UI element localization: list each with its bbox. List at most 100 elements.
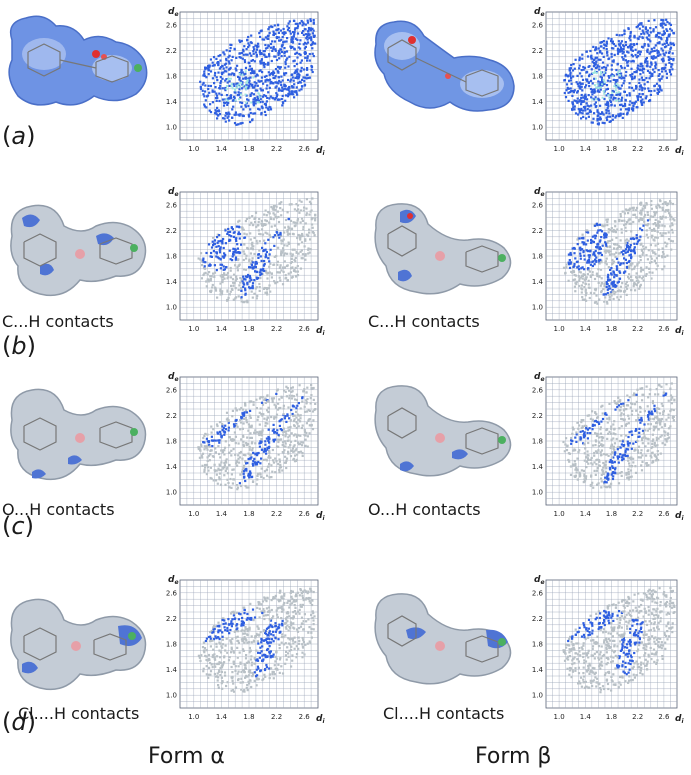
fingerprint-point [272, 634, 275, 637]
fingerprint-point [611, 289, 614, 292]
fingerprint-point [312, 398, 315, 401]
fingerprint-point [625, 243, 628, 247]
fingerprint-point [219, 288, 222, 291]
fingerprint-point [666, 204, 669, 207]
fingerprint-point [258, 430, 261, 433]
fingerprint-point [661, 206, 664, 209]
fingerprint-point [599, 258, 602, 261]
fingerprint-point [237, 75, 240, 78]
fingerprint-point [254, 263, 257, 266]
fingerprint-point [263, 249, 266, 252]
fingerprint-point [304, 434, 307, 437]
fingerprint-point [608, 468, 612, 471]
fingerprint-point [658, 412, 662, 415]
fingerprint-point [254, 266, 257, 269]
fingerprint-point [612, 47, 615, 50]
fingerprint-point [256, 277, 259, 280]
fingerprint-point [588, 296, 591, 300]
fingerprint-point [574, 468, 577, 471]
fingerprint-point [615, 257, 619, 260]
fingerprint-point [299, 81, 302, 84]
fingerprint-point [640, 22, 643, 25]
fingerprint-point [259, 277, 262, 280]
fingerprint-point [230, 73, 233, 76]
fingerprint-point [257, 42, 260, 45]
fingerprint-point [661, 247, 664, 250]
fingerprint-point [579, 474, 582, 477]
fingerprint-point [671, 240, 674, 243]
fingerprint-point [591, 260, 594, 264]
fingerprint-point [633, 101, 636, 104]
fingerprint-point [238, 284, 241, 287]
fingerprint-point [647, 87, 650, 90]
fingerprint-point [218, 469, 221, 472]
fingerprint-point [632, 43, 635, 46]
fingerprint-point [298, 608, 301, 611]
fingerprint-point [237, 123, 240, 126]
fingerprint-point [621, 56, 624, 59]
fingerprint-point [202, 257, 205, 260]
fingerprint-point-hot [252, 76, 255, 79]
fingerprint-point [626, 250, 629, 253]
fingerprint-point [605, 285, 608, 289]
fingerprint-point [219, 267, 222, 270]
fingerprint-point [236, 635, 239, 638]
fingerprint-point-hot [257, 92, 260, 95]
fingerprint-point [638, 81, 641, 84]
fingerprint-point [639, 387, 642, 390]
fingerprint-point [612, 297, 615, 301]
fingerprint-point [310, 384, 313, 387]
fingerprint-point [277, 246, 280, 249]
fingerprint-point [294, 398, 297, 401]
fingerprint-point-hot [601, 96, 604, 99]
fingerprint-point [650, 410, 653, 413]
fingerprint-point [252, 619, 255, 622]
fingerprint-point [654, 66, 657, 69]
fingerprint-point [625, 408, 628, 411]
fingerprint-point [600, 261, 603, 264]
fingerprint-point [241, 87, 244, 90]
fingerprint-point [310, 424, 313, 427]
fingerprint-point-hot [245, 81, 248, 84]
fingerprint-point [203, 448, 206, 451]
fingerprint-point [235, 277, 238, 281]
fingerprint-point [583, 434, 587, 437]
fingerprint-point [313, 234, 316, 237]
fingerprint-point [221, 635, 224, 638]
fingerprint-point [649, 388, 652, 391]
fingerprint-point [293, 405, 296, 408]
fingerprint-point [650, 90, 653, 93]
fingerprint-point [658, 36, 661, 39]
fingerprint-point [262, 267, 265, 270]
fingerprint-point [311, 599, 314, 602]
fingerprint-point [615, 236, 618, 239]
fingerprint-point [215, 473, 218, 476]
fingerprint-point [305, 42, 308, 45]
fingerprint-point [620, 77, 623, 80]
fingerprint-point [279, 233, 282, 236]
fingerprint-point [616, 247, 619, 250]
fingerprint-point [589, 417, 592, 420]
fingerprint-point [296, 38, 299, 41]
fingerprint-point [583, 478, 586, 481]
fingerprint-point [224, 428, 227, 431]
fingerprint-point [238, 408, 241, 411]
fingerprint-point [615, 114, 618, 118]
fingerprint-point [652, 438, 655, 441]
fingerprint-point [640, 416, 643, 419]
fingerprint-point [213, 463, 216, 466]
fingerprint-point [266, 84, 269, 87]
fingerprint-point [668, 212, 671, 215]
fingerprint-point [283, 73, 286, 76]
fingerprint-point [585, 102, 588, 105]
fingerprint-point [607, 273, 610, 276]
fingerprint-point [215, 76, 218, 79]
fingerprint-point [625, 248, 628, 251]
fingerprint-point [241, 280, 244, 283]
fingerprint-point [600, 76, 603, 79]
fingerprint-point [287, 218, 290, 221]
x-tick-label: 1.4 [580, 510, 592, 518]
fingerprint-point [605, 300, 609, 303]
fingerprint-point [581, 274, 584, 277]
fingerprint-point [670, 228, 674, 231]
